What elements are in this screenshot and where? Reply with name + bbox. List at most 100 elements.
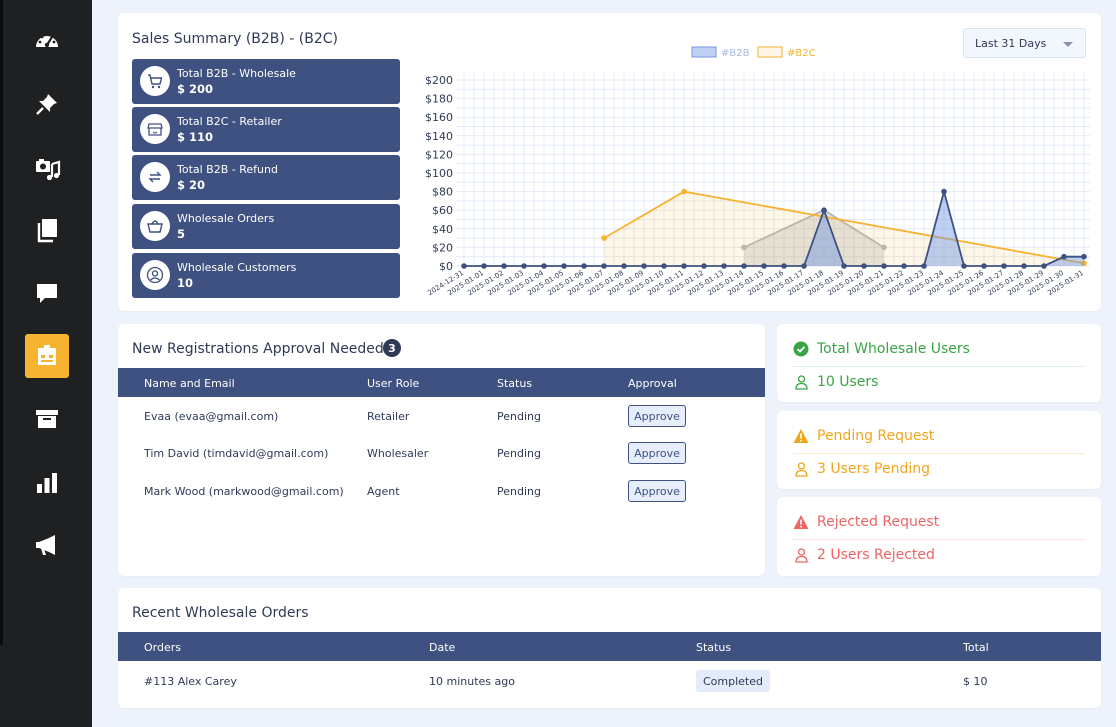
data-point <box>761 263 767 269</box>
divider <box>793 539 1085 540</box>
y-tick-label: $40 <box>432 223 453 236</box>
summary-value: 5 <box>177 227 186 241</box>
summary-value: 10 <box>177 276 194 290</box>
y-tick-label: $120 <box>425 148 453 161</box>
sidebar-item-marketing[interactable] <box>25 523 69 567</box>
data-point <box>1001 263 1007 269</box>
pending-request-title: Pending Request <box>817 428 935 444</box>
status-badge: Completed <box>696 670 770 692</box>
archive-icon <box>36 410 58 428</box>
data-point <box>501 263 507 269</box>
col-status: Status <box>696 641 732 654</box>
summary-value: $ 20 <box>177 178 206 192</box>
total-users-title: Total Wholesale Users <box>817 341 970 357</box>
data-point <box>1081 253 1087 260</box>
divider <box>793 453 1085 454</box>
data-point <box>601 235 607 241</box>
data-point <box>581 263 587 269</box>
summary-label: Total B2B - Refund <box>177 163 278 176</box>
approve-button[interactable]: Approve <box>628 442 686 464</box>
chevron-down-icon <box>1063 42 1073 47</box>
recent-orders-title: Recent Wholesale Orders <box>132 605 309 621</box>
y-tick-label: $160 <box>425 111 453 124</box>
sidebar-item-store[interactable] <box>25 334 69 378</box>
data-point <box>881 244 887 251</box>
legend-swatch <box>691 46 717 58</box>
registrations-card: New Registrations Approval Needed 3 Name… <box>118 324 765 576</box>
approve-button[interactable]: Approve <box>628 405 686 427</box>
sidebar-item-pin[interactable] <box>25 82 69 126</box>
check-circle-icon <box>793 341 809 357</box>
megaphone-icon <box>36 535 55 555</box>
col-user-role: User Role <box>367 377 420 390</box>
cell-status: Pending <box>497 447 541 460</box>
data-point <box>801 263 807 269</box>
y-tick-label: $200 <box>425 74 453 87</box>
summary-label: Total B2C - Retailer <box>177 115 282 128</box>
date-range-select[interactable]: Last 31 Days <box>963 28 1086 58</box>
series-line <box>464 188 1084 267</box>
y-tick-label: $100 <box>425 167 453 180</box>
cell-name: Evaa (evaa@gmail.com) <box>144 410 279 423</box>
sidebar-item-analytics[interactable] <box>25 461 69 505</box>
y-tick-label: $0 <box>439 260 453 273</box>
approve-button[interactable]: Approve <box>628 480 686 502</box>
summary-total-b2c: Total B2C - Retailer $ 110 <box>132 107 400 152</box>
data-point <box>1061 253 1067 260</box>
warning-icon <box>793 429 809 443</box>
cell-order[interactable]: #113 Alex Carey <box>144 675 237 688</box>
cell-role: Wholesaler <box>367 447 429 460</box>
data-point <box>461 263 467 269</box>
sales-summary-card: Sales Summary (B2B) - (B2C) Total B2B - … <box>118 13 1101 311</box>
registrations-count-badge: 3 <box>383 339 401 357</box>
cell-date: 10 minutes ago <box>429 675 515 688</box>
sidebar-item-archive[interactable] <box>25 397 69 441</box>
col-total: Total <box>963 641 989 654</box>
rejected-request-card: Rejected Request 2 Users Rejected <box>777 497 1101 576</box>
cell-total: $ 10 <box>963 675 988 688</box>
refund-icon <box>148 171 162 183</box>
rejected-request-title: Rejected Request <box>817 514 940 530</box>
summary-value: $ 200 <box>177 82 214 96</box>
table-row: #113 Alex Carey 10 minutes ago Completed… <box>118 669 1101 693</box>
summary-total-refund: Total B2B - Refund $ 20 <box>132 155 400 200</box>
data-point <box>1081 260 1087 267</box>
cell-name: Mark Wood (markwood@gmail.com) <box>144 485 344 498</box>
date-range-value: Last 31 Days <box>975 37 1047 50</box>
data-point <box>1021 263 1027 269</box>
user-icon <box>795 375 808 390</box>
sidebar-item-comments[interactable] <box>25 271 69 315</box>
cell-name: Tim David (timdavid@gmail.com) <box>144 447 329 460</box>
series-area <box>604 191 1084 266</box>
y-tick-label: $140 <box>425 130 453 143</box>
recent-orders-card: Recent Wholesale Orders Orders Date Stat… <box>118 588 1101 708</box>
sidebar-item-dashboard[interactable] <box>25 19 69 63</box>
sidebar-edge <box>0 0 3 645</box>
user-icon-wrap <box>140 260 170 290</box>
data-point <box>621 263 627 269</box>
sidebar-item-media[interactable] <box>25 146 69 190</box>
comments-icon <box>37 284 57 303</box>
summary-value: $ 110 <box>177 130 214 144</box>
table-row: Evaa (evaa@gmail.com) Retailer Pending A… <box>118 405 765 427</box>
pending-request-count: 3 Users Pending <box>817 461 930 477</box>
summary-label: Wholesale Orders <box>177 212 275 225</box>
divider <box>793 366 1085 367</box>
legend-swatch <box>757 46 783 58</box>
y-tick-label: $60 <box>432 204 453 217</box>
registrations-title: New Registrations Approval Needed <box>132 341 384 357</box>
data-point <box>861 263 867 269</box>
total-users-count: 10 Users <box>817 374 879 390</box>
table-row: Mark Wood (markwood@gmail.com) Agent Pen… <box>118 480 765 502</box>
sidebar-item-pages[interactable] <box>25 208 69 252</box>
store-icon <box>147 123 163 136</box>
store-icon <box>38 345 56 365</box>
data-point <box>601 263 607 269</box>
cart-icon <box>148 74 163 89</box>
y-tick-label: $180 <box>425 93 453 106</box>
col-orders: Orders <box>144 641 181 654</box>
data-point <box>821 207 827 213</box>
pages-icon <box>37 219 57 243</box>
y-tick-label: $80 <box>432 186 453 199</box>
col-date: Date <box>429 641 456 654</box>
